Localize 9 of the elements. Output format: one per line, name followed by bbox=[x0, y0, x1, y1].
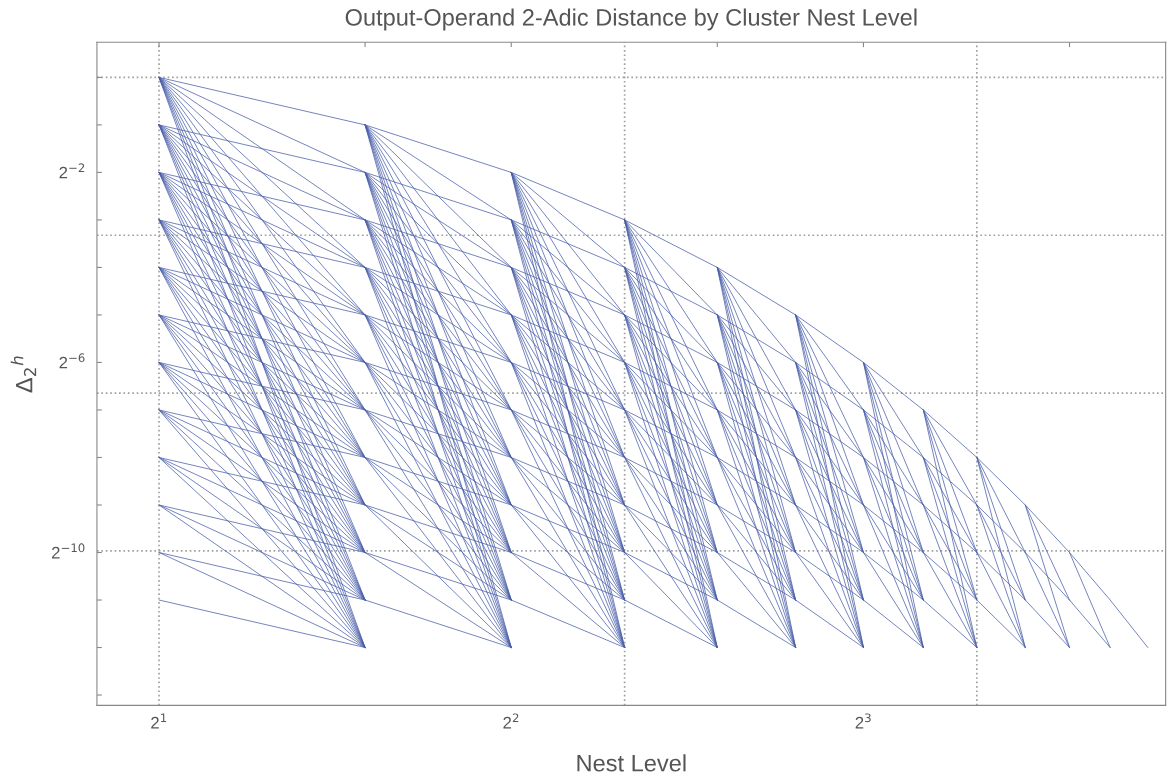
x-tick-label: 2$^{1}$ bbox=[151, 713, 167, 729]
x-axis-title: Nest Level bbox=[577, 754, 686, 772]
chart-title: Output-Operand 2-Adic Distance by Cluster Nest Level bbox=[345, 8, 917, 31]
x-tick-label: 2$^{2}$ bbox=[503, 713, 519, 729]
y-tick-label: 2$^{−6}$ bbox=[59, 353, 85, 369]
y-axis-title: Δ$_{2}$$^{h}$ bbox=[10, 356, 37, 393]
y-tick-label: 2$^{−2}$ bbox=[59, 163, 85, 179]
y-tick-label: 2$^{−10}$ bbox=[52, 543, 85, 559]
x-tick-label: 2$^{3}$ bbox=[855, 713, 871, 729]
